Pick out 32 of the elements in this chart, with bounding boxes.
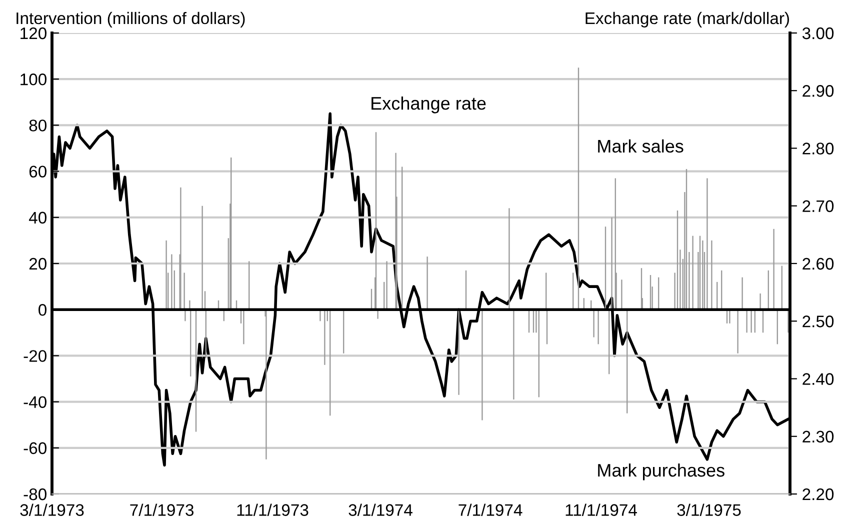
y-tick-label: 120 <box>20 27 46 40</box>
annotation: Exchange rate <box>372 96 486 114</box>
y2-tick-label: 2.80 <box>802 142 834 154</box>
y-tick-label: 20 <box>29 258 46 270</box>
annotation: Mark purchases <box>598 463 724 480</box>
y-tick-label: 0 <box>38 304 46 316</box>
y-tick-label: 80 <box>29 120 46 132</box>
y2-tick-label: 2.40 <box>802 373 834 385</box>
y2-tick-label: 2.30 <box>802 430 834 443</box>
y2-tick-label: 2.50 <box>802 316 834 328</box>
x-tick-label: 3/1/1975 <box>677 504 741 516</box>
y-tick-label: -20 <box>24 350 46 362</box>
x-tick-label: 7/1/1973 <box>130 504 194 516</box>
y2-tick-label: 2.70 <box>802 200 834 212</box>
y-axis-title: Intervention (millions of dollars) <box>16 12 245 28</box>
y2-tick-label: 2.90 <box>802 85 834 97</box>
x-tick-label: 11/1/1974 <box>566 504 637 516</box>
x-tick-label: 7/1/1974 <box>458 504 522 516</box>
y-tick-label: 100 <box>20 74 46 86</box>
y-tick-label: -80 <box>24 488 46 500</box>
y-tick-label: -60 <box>24 442 46 454</box>
x-tick-label: 3/1/1973 <box>20 504 84 516</box>
x-tick-label: 3/1/1974 <box>348 504 412 516</box>
y2-tick-label: 2.20 <box>802 488 834 500</box>
y2-tick-label: 3.00 <box>802 27 834 40</box>
y-tick-label: 40 <box>28 212 46 224</box>
y2-axis-title: Exchange rate (mark/dollar) <box>586 12 789 28</box>
annotation: Mark sales <box>598 139 684 153</box>
y-tick-label: -40 <box>24 396 46 408</box>
y2-tick-label: 2.60 <box>802 258 834 270</box>
x-tick-label: 11/1/1973 <box>237 504 308 516</box>
y-tick-label: 60 <box>29 166 46 178</box>
